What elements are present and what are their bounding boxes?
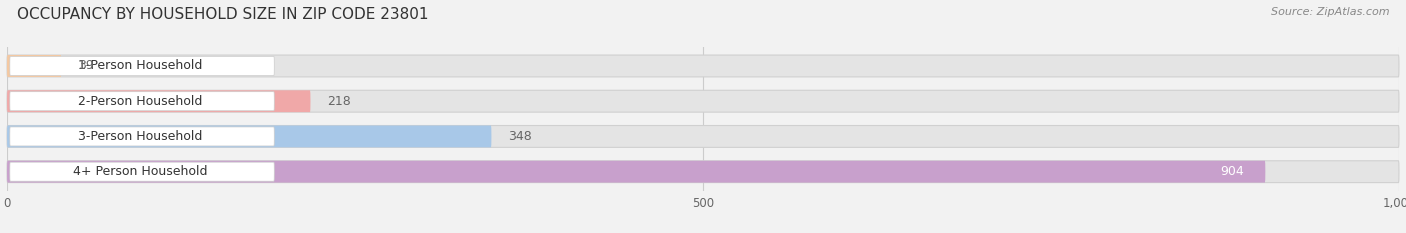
FancyBboxPatch shape bbox=[10, 56, 274, 75]
Text: 3-Person Household: 3-Person Household bbox=[79, 130, 202, 143]
FancyBboxPatch shape bbox=[7, 126, 492, 147]
FancyBboxPatch shape bbox=[7, 161, 1265, 183]
FancyBboxPatch shape bbox=[7, 90, 311, 112]
Text: 218: 218 bbox=[328, 95, 352, 108]
FancyBboxPatch shape bbox=[7, 161, 1399, 183]
FancyBboxPatch shape bbox=[7, 55, 62, 77]
Text: 348: 348 bbox=[508, 130, 531, 143]
Text: Source: ZipAtlas.com: Source: ZipAtlas.com bbox=[1271, 7, 1389, 17]
FancyBboxPatch shape bbox=[7, 55, 1399, 77]
Text: 904: 904 bbox=[1220, 165, 1244, 178]
FancyBboxPatch shape bbox=[7, 126, 1399, 147]
Text: 39: 39 bbox=[77, 59, 94, 72]
Text: 1-Person Household: 1-Person Household bbox=[79, 59, 202, 72]
Text: 4+ Person Household: 4+ Person Household bbox=[73, 165, 208, 178]
FancyBboxPatch shape bbox=[7, 90, 1399, 112]
FancyBboxPatch shape bbox=[10, 92, 274, 111]
Text: OCCUPANCY BY HOUSEHOLD SIZE IN ZIP CODE 23801: OCCUPANCY BY HOUSEHOLD SIZE IN ZIP CODE … bbox=[17, 7, 429, 22]
Text: 2-Person Household: 2-Person Household bbox=[79, 95, 202, 108]
FancyBboxPatch shape bbox=[10, 127, 274, 146]
FancyBboxPatch shape bbox=[10, 162, 274, 181]
